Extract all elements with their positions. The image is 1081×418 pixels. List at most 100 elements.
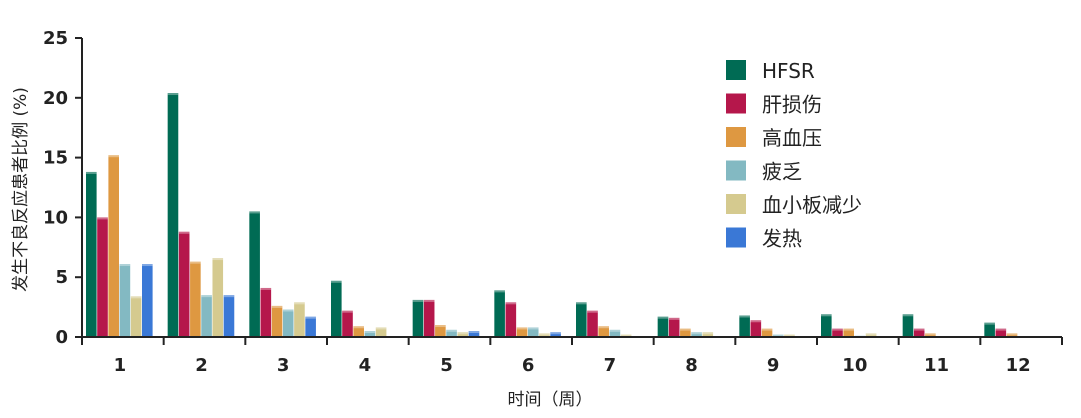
bar-highlight bbox=[576, 302, 587, 305]
bar-highlight bbox=[435, 325, 446, 328]
bar-highlight bbox=[539, 333, 550, 336]
bar-highlight bbox=[342, 310, 353, 313]
bar-highlight bbox=[657, 316, 669, 319]
bar-week-1-series-6 bbox=[142, 264, 153, 337]
bar-highlight bbox=[505, 302, 517, 305]
bar-week-10-series-1 bbox=[821, 314, 832, 337]
bar-week-1-series-2 bbox=[97, 217, 108, 337]
y-axis-title: 发生不良反应患者比例 (%) bbox=[11, 87, 31, 292]
bar-highlight bbox=[142, 264, 153, 267]
bar-week-8-series-3 bbox=[680, 328, 691, 337]
legend-label-1: HFSR bbox=[762, 59, 815, 83]
bar-highlight bbox=[691, 332, 702, 335]
bar-week-4-series-3 bbox=[353, 326, 364, 337]
bar-week-1-series-4 bbox=[119, 264, 131, 337]
bar-week-6-series-3 bbox=[516, 327, 528, 337]
bar-highlight bbox=[761, 328, 773, 331]
bar-week-1-series-5 bbox=[130, 296, 142, 337]
bar-highlight bbox=[375, 327, 387, 330]
bar-week-11-series-2 bbox=[913, 328, 925, 337]
bar-week-2-series-6 bbox=[223, 295, 235, 337]
y-tick-label: 10 bbox=[43, 207, 68, 228]
bar-highlight bbox=[865, 333, 877, 336]
bar-highlight bbox=[86, 171, 97, 174]
bar-week-6-series-5 bbox=[539, 333, 550, 337]
bar-week-2-series-4 bbox=[201, 295, 212, 337]
bar-highlight bbox=[412, 299, 424, 302]
bar-week-11-series-3 bbox=[925, 333, 936, 337]
bar-highlight bbox=[130, 296, 142, 299]
bar-highlight bbox=[457, 332, 469, 335]
bar-week-2-series-2 bbox=[178, 231, 190, 337]
bar-week-10-series-5 bbox=[865, 333, 877, 337]
bar-week-10-series-3 bbox=[843, 328, 854, 337]
bar-highlight bbox=[913, 328, 925, 331]
axes-layer bbox=[81, 38, 1062, 338]
bar-week-3-series-1 bbox=[249, 211, 260, 337]
bar-week-8-series-4 bbox=[691, 332, 702, 337]
bar-highlight bbox=[587, 310, 598, 313]
legend-swatch-6 bbox=[726, 227, 746, 248]
bar-week-5-series-1 bbox=[412, 299, 424, 337]
bar-week-1-series-3 bbox=[108, 155, 119, 337]
y-tick-label: 25 bbox=[43, 28, 68, 49]
bar-week-7-series-1 bbox=[576, 302, 587, 337]
bar-highlight bbox=[784, 334, 795, 337]
bar-highlight bbox=[468, 331, 480, 334]
bar-week-2-series-3 bbox=[190, 261, 201, 337]
bar-week-4-series-4 bbox=[364, 331, 376, 337]
x-tick-label: 2 bbox=[195, 355, 208, 376]
bar-week-3-series-6 bbox=[305, 316, 316, 337]
bar-week-7-series-2 bbox=[587, 310, 598, 337]
bar-week-11-series-1 bbox=[902, 314, 914, 337]
legend-swatch-2 bbox=[726, 93, 746, 114]
y-tick-label: 15 bbox=[43, 148, 68, 169]
bar-highlight bbox=[271, 305, 283, 308]
bar-highlight bbox=[178, 231, 190, 234]
bar-highlight bbox=[902, 314, 914, 317]
bar-week-7-series-5 bbox=[620, 334, 632, 337]
legend-swatch-5 bbox=[726, 194, 746, 214]
bar-highlight bbox=[223, 295, 235, 298]
bar-week-8-series-5 bbox=[702, 332, 714, 337]
bar-highlight bbox=[305, 316, 316, 319]
bar-highlight bbox=[739, 315, 750, 318]
bar-week-3-series-4 bbox=[282, 309, 294, 337]
bar-highlight bbox=[516, 327, 528, 330]
bar-week-5-series-5 bbox=[457, 332, 469, 337]
bar-week-1-series-1 bbox=[86, 171, 97, 337]
bar-highlight bbox=[702, 332, 714, 335]
y-tick-label: 5 bbox=[55, 267, 68, 288]
bar-highlight bbox=[201, 295, 212, 298]
bar-week-12-series-3 bbox=[1006, 333, 1018, 337]
x-tick-label: 5 bbox=[440, 355, 453, 376]
bar-highlight bbox=[832, 328, 843, 331]
bar-highlight bbox=[984, 322, 995, 325]
x-tick-label: 12 bbox=[1006, 355, 1031, 376]
bar-highlight bbox=[294, 302, 305, 305]
bar-week-9-series-1 bbox=[739, 315, 750, 337]
bar-week-5-series-6 bbox=[468, 331, 480, 337]
bar-week-7-series-3 bbox=[598, 326, 609, 337]
bar-week-6-series-6 bbox=[550, 332, 561, 337]
bar-week-6-series-4 bbox=[527, 327, 539, 337]
bar-week-6-series-2 bbox=[505, 302, 517, 337]
bar-highlight bbox=[527, 327, 539, 330]
y-tick-label: 20 bbox=[43, 88, 68, 109]
bar-week-3-series-2 bbox=[260, 287, 272, 337]
bar-highlight bbox=[821, 314, 832, 317]
bar-week-3-series-5 bbox=[294, 302, 305, 337]
bar-highlight bbox=[119, 264, 131, 267]
bar-week-12-series-2 bbox=[995, 328, 1007, 337]
bar-week-5-series-2 bbox=[423, 299, 435, 337]
bar-week-8-series-1 bbox=[657, 316, 669, 337]
bar-highlight bbox=[680, 328, 691, 331]
x-tick-label: 7 bbox=[604, 355, 617, 376]
bar-week-9-series-4 bbox=[772, 334, 784, 337]
bar-highlight bbox=[190, 261, 201, 264]
x-tick-label: 6 bbox=[522, 355, 535, 376]
bar-highlight bbox=[364, 331, 376, 334]
bar-week-9-series-3 bbox=[761, 328, 773, 337]
